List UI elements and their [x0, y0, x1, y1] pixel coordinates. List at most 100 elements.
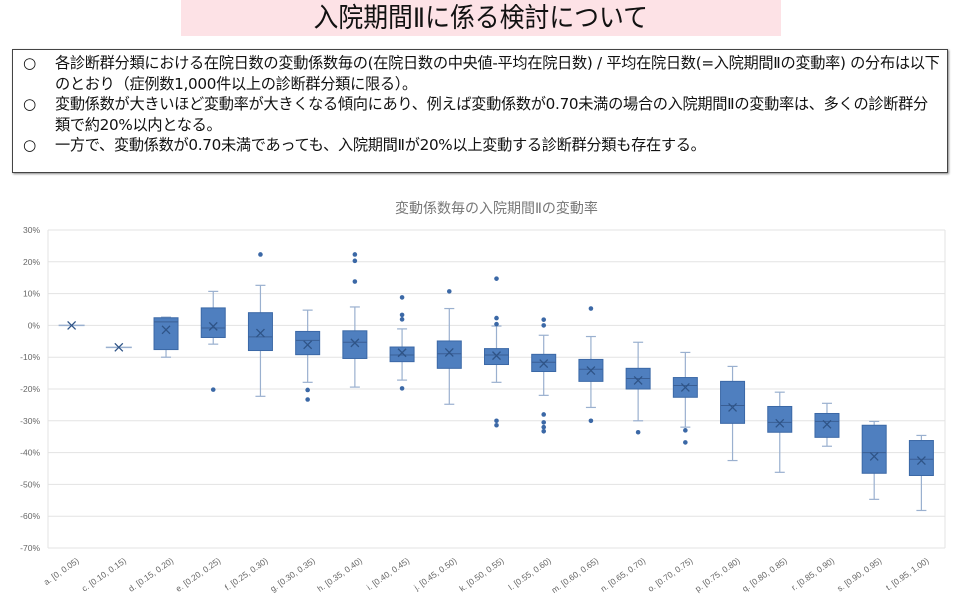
- x-tick-label: h. [0.35, 0.40): [315, 555, 364, 593]
- y-tick-label: -20%: [20, 384, 40, 394]
- outlier-point: [210, 387, 216, 392]
- mean-marker: [492, 351, 501, 361]
- outlier-point: [258, 252, 263, 257]
- summary-bullet: ○ 一方で、変動係数が0.70未満であっても、入院期間Ⅱが20%以上変動する診断…: [23, 136, 706, 154]
- outlier-point: [541, 424, 547, 430]
- mean-marker: [539, 359, 549, 369]
- y-tick-label: 20%: [23, 257, 40, 267]
- outlier-point: [541, 317, 547, 322]
- y-tick-label: -70%: [20, 543, 40, 553]
- box: [861, 424, 887, 474]
- outlier-point: [541, 323, 547, 328]
- outlier-point: [352, 279, 358, 284]
- mean-marker: [161, 325, 171, 335]
- outlier-point: [305, 387, 310, 393]
- mean-marker: [869, 451, 879, 461]
- y-tick-label: -60%: [20, 511, 40, 521]
- x-tick-label: q. [0.80, 0.85): [740, 555, 789, 593]
- outlier-point: [683, 440, 688, 445]
- outlier-point: [399, 312, 405, 318]
- page-title: 入院期間Ⅱに係る検討について: [313, 3, 649, 34]
- box: [295, 330, 321, 356]
- x-tick-label: e. [0.20, 0.25): [174, 555, 223, 593]
- x-tick-label: c. [0.10, 0.15): [80, 555, 128, 593]
- x-tick-label: f. [0.25, 0.30): [223, 555, 270, 592]
- outlier-point: [541, 420, 547, 425]
- x-tick-label: s. [0.90, 0.95): [835, 555, 883, 593]
- x-tick-label: k. [0.50, 0.55): [457, 555, 505, 593]
- x-tick-label: r. [0.85, 0.90): [789, 555, 836, 592]
- outlier-point: [352, 252, 358, 257]
- x-tick-label: l. [0.55, 0.60): [506, 555, 553, 592]
- outlier-point: [541, 412, 547, 417]
- box: [200, 307, 226, 338]
- x-tick-label: p. [0.75, 0.80): [693, 555, 742, 593]
- summary-box: ○ 各診断群分類における在院日数の変動係数毎の(在院日数の中央値-平均在院日数)…: [12, 49, 948, 173]
- outlier-point: [541, 428, 547, 434]
- outlier-point: [494, 422, 499, 428]
- box: [247, 312, 273, 352]
- outlier-point: [494, 276, 499, 281]
- mean-marker: [822, 419, 832, 429]
- y-tick-label: 10%: [23, 289, 40, 299]
- outlier-point: [588, 306, 594, 311]
- mean-marker: [633, 375, 643, 385]
- x-tick-label: i. [0.40, 0.45): [365, 555, 412, 592]
- box: [814, 412, 840, 438]
- chart-title: 変動係数毎の入院期間Ⅱの変動率: [395, 200, 598, 217]
- y-tick-label: 30%: [23, 225, 40, 235]
- outlier-point: [399, 317, 405, 322]
- x-tick-label: d. [0.15, 0.20): [126, 555, 175, 593]
- box: [720, 380, 746, 424]
- box: [342, 330, 368, 359]
- outlier-point: [352, 258, 358, 264]
- box: [389, 346, 415, 363]
- bullet-circle-icon: ○: [23, 136, 36, 154]
- y-tick-label: -10%: [20, 352, 40, 362]
- summary-bullet: ○ 変動係数が大きいほど変動率が大きくなる傾向にあり、例えば変動係数が0.70未…: [23, 95, 928, 134]
- box: [908, 440, 934, 476]
- x-tick-label: a. [0, 0.05): [42, 555, 81, 587]
- y-tick-label: -40%: [20, 448, 40, 458]
- x-tick-label: g. [0.30, 0.35): [268, 555, 317, 593]
- mean-marker: [67, 320, 77, 330]
- outlier-point: [399, 386, 405, 391]
- page-title-banner: 入院期間Ⅱに係る検討について: [181, 0, 781, 36]
- mean-marker: [586, 366, 596, 376]
- y-tick-label: -50%: [20, 479, 40, 489]
- mean-marker: [255, 328, 265, 338]
- outlier-point: [399, 295, 405, 300]
- outlier-point: [446, 289, 452, 294]
- bullet-circle-icon: ○: [23, 54, 36, 72]
- bullet-circle-icon: ○: [23, 95, 36, 113]
- outlier-point: [494, 315, 499, 321]
- x-tick-label: m. [0.60, 0.65): [549, 555, 600, 595]
- x-tick-label: n. [0.65, 0.70): [599, 555, 648, 593]
- box: [436, 340, 462, 369]
- summary-bullet: ○ 各診断群分類における在院日数の変動係数毎の(在院日数の中央値-平均在院日数)…: [23, 54, 940, 93]
- outlier-point: [494, 418, 499, 424]
- mean-marker: [775, 418, 785, 428]
- outlier-point: [494, 321, 499, 327]
- mean-marker: [114, 342, 124, 352]
- x-tick-label: j. [0.45, 0.50): [411, 555, 458, 592]
- box: [484, 348, 509, 366]
- mean-marker: [444, 347, 454, 357]
- outlier-point: [635, 429, 641, 435]
- mean-marker: [350, 338, 360, 348]
- mean-marker: [916, 456, 926, 466]
- mean-marker: [397, 348, 407, 358]
- outlier-point: [683, 428, 688, 433]
- outlier-point: [588, 418, 594, 424]
- box: [767, 405, 793, 433]
- x-tick-label: o. [0.70, 0.75): [646, 555, 695, 593]
- mean-marker: [303, 340, 313, 350]
- box: [153, 317, 179, 351]
- y-tick-label: -30%: [20, 416, 40, 426]
- mean-marker: [728, 402, 738, 412]
- mean-marker: [208, 321, 218, 331]
- box-plot-chart: 変動係数毎の入院期間Ⅱの変動率 30% 20% 10% 0% -10% -20% -30% -4…: [20, 200, 946, 595]
- mean-marker: [680, 382, 690, 392]
- outlier-point: [305, 397, 310, 402]
- y-tick-label: 0%: [28, 320, 41, 330]
